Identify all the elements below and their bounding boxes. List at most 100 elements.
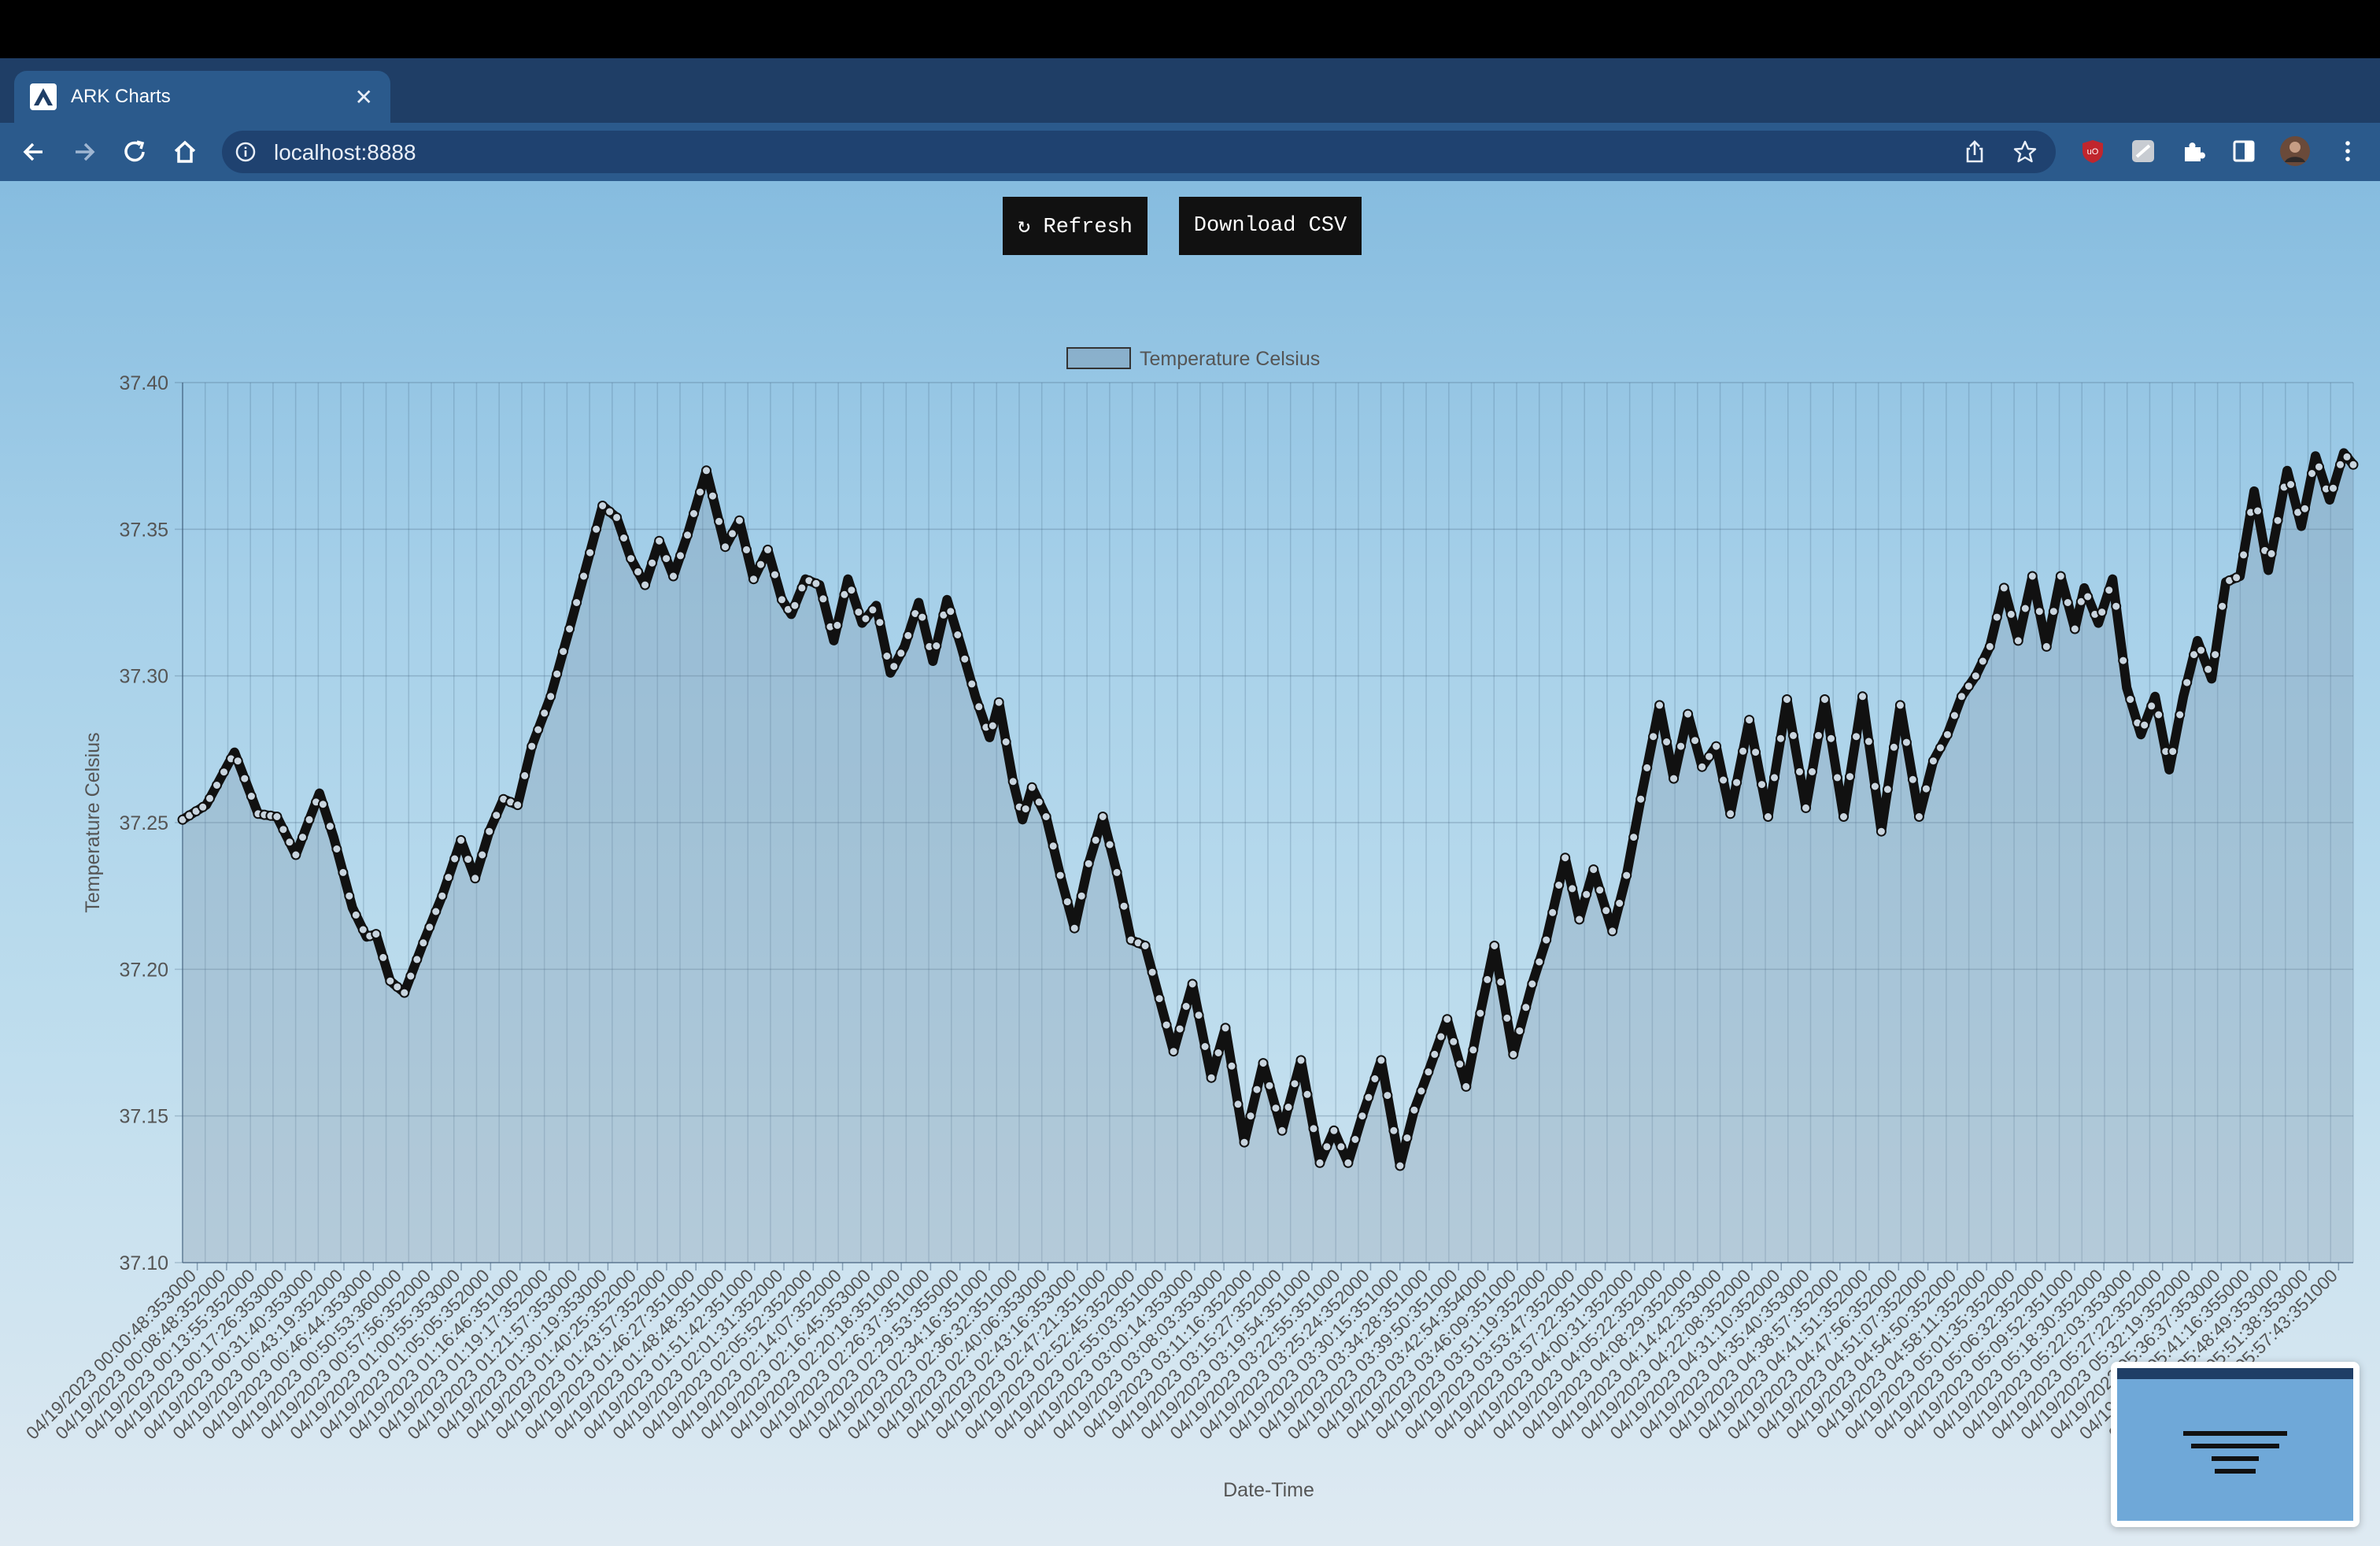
data-point <box>1820 694 1830 705</box>
data-point <box>1076 890 1087 901</box>
data-point <box>437 890 448 901</box>
extension-app-icon[interactable] <box>2130 138 2156 165</box>
data-point <box>1794 766 1805 777</box>
data-point <box>470 873 481 884</box>
series-area-fill <box>183 453 2353 1263</box>
data-point <box>1541 934 1552 945</box>
reload-icon[interactable] <box>120 137 150 167</box>
data-point <box>1020 804 1031 815</box>
data-point <box>2182 677 2193 688</box>
data-point <box>1314 1157 1325 1168</box>
data-point <box>1635 793 1646 804</box>
extensions-puzzle-icon[interactable] <box>2180 138 2207 165</box>
data-point <box>1534 956 1545 967</box>
data-point <box>1857 691 1868 702</box>
forward-arrow-icon[interactable] <box>69 137 99 167</box>
data-point <box>1448 1036 1459 1047</box>
data-point <box>1788 730 1798 741</box>
profile-avatar[interactable] <box>2279 135 2311 167</box>
data-point <box>2286 479 2297 490</box>
data-point <box>1357 1111 1368 1122</box>
data-point <box>860 613 871 624</box>
data-point <box>1527 978 1538 989</box>
data-point <box>1963 681 1974 692</box>
data-point <box>689 509 699 519</box>
data-point <box>1738 745 1749 756</box>
data-point <box>1308 1123 1319 1134</box>
data-point <box>1007 776 1018 787</box>
data-point <box>1801 802 1811 813</box>
y-tick-label: 37.35 <box>119 519 168 541</box>
data-point <box>399 987 410 998</box>
browser-tab[interactable]: ARK Charts ✕ <box>14 71 390 123</box>
data-point <box>392 982 403 993</box>
data-point <box>344 890 355 901</box>
data-point <box>2314 461 2324 472</box>
data-point <box>903 630 914 641</box>
data-point <box>1718 775 1729 786</box>
home-icon[interactable] <box>170 137 200 167</box>
side-panel-icon[interactable] <box>2230 138 2257 165</box>
ublock-extension-icon[interactable]: uO <box>2079 138 2106 165</box>
data-point <box>1901 737 1912 748</box>
download-csv-button[interactable]: Download CSV <box>1179 197 1362 255</box>
data-point <box>1181 1001 1192 1012</box>
data-point <box>338 867 349 878</box>
data-point <box>239 773 250 784</box>
data-point <box>695 486 705 497</box>
data-point <box>2012 635 2023 646</box>
screen-preview-thumbnail[interactable] <box>2111 1362 2360 1527</box>
temperature-chart: 37.4037.3537.3037.2537.2037.1537.1004/19… <box>22 347 2359 1501</box>
data-point <box>1927 756 1938 767</box>
bookmark-star-icon[interactable] <box>2012 139 2038 165</box>
data-point <box>246 791 257 801</box>
data-point <box>1508 1049 1519 1060</box>
site-info-icon[interactable] <box>233 139 258 165</box>
data-point <box>1213 1048 1224 1058</box>
data-point <box>1956 691 1967 702</box>
back-arrow-icon[interactable] <box>19 137 49 167</box>
data-point <box>405 971 416 982</box>
data-point <box>1935 742 1946 753</box>
refresh-button[interactable]: ↻ Refresh <box>1003 197 1148 255</box>
data-point <box>1984 641 1995 652</box>
data-point <box>431 906 442 917</box>
close-tab-icon[interactable]: ✕ <box>354 84 373 109</box>
data-point <box>1454 1059 1465 1070</box>
page-content: 37.40 37.35 37.30 37.25 37.20 37.15 37.10 04/19… <box>0 181 2380 1546</box>
data-point <box>974 701 985 712</box>
legend-label: Temperature Celsius <box>1140 348 1320 370</box>
data-point <box>1409 1104 1420 1115</box>
data-point <box>1744 715 1755 726</box>
data-point <box>1168 1046 1179 1057</box>
data-point <box>2146 701 2157 712</box>
data-point <box>2175 709 2186 720</box>
data-point <box>2082 591 2094 602</box>
data-point <box>519 770 530 781</box>
data-point <box>527 741 538 752</box>
data-point <box>966 679 978 690</box>
share-icon[interactable] <box>1961 139 1988 165</box>
data-point <box>2125 694 2136 705</box>
data-point <box>1949 710 1960 721</box>
data-point <box>1429 1049 1440 1060</box>
data-point <box>298 832 308 843</box>
data-point <box>770 569 780 580</box>
data-point <box>1942 729 1953 740</box>
data-point <box>2335 459 2345 470</box>
browser-menu-icon[interactable] <box>2334 138 2361 165</box>
data-point <box>1161 1019 1172 1030</box>
data-point <box>1264 1080 1275 1091</box>
data-point <box>1442 1014 1453 1025</box>
address-bar[interactable]: localhost:8888 <box>222 131 2056 173</box>
data-point <box>1628 832 1639 843</box>
y-tick-label: 37.15 <box>119 1106 168 1128</box>
data-point <box>945 606 956 617</box>
data-point <box>1750 747 1761 758</box>
data-point <box>1697 761 1708 772</box>
data-point <box>1614 898 1625 908</box>
data-point <box>654 535 665 546</box>
data-point <box>1140 941 1151 951</box>
data-point <box>1642 762 1653 773</box>
data-point <box>1277 1125 1288 1136</box>
